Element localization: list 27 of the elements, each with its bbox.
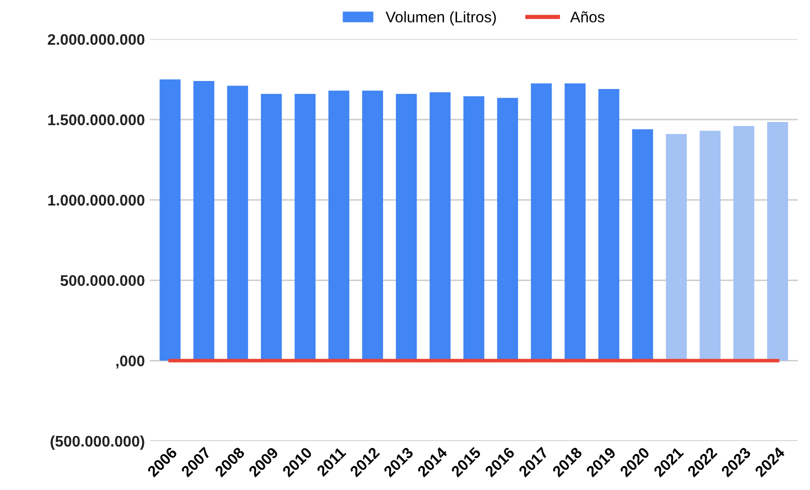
- bar: [497, 98, 518, 361]
- bar: [396, 94, 417, 361]
- bar: [260, 94, 282, 361]
- bar: [632, 129, 654, 361]
- bar: [666, 134, 687, 361]
- legend-label: Volumen (Litros): [386, 11, 496, 26]
- legend-label: Años: [570, 11, 604, 22]
- bar: [767, 122, 788, 361]
- y-tick-label: 500.000.000: [60, 275, 144, 286]
- bar: [430, 92, 451, 361]
- bar: [700, 130, 721, 361]
- bar: [328, 90, 350, 361]
- bar: [598, 89, 620, 361]
- bar: [362, 90, 384, 361]
- bar: [530, 83, 552, 361]
- bar: [160, 79, 181, 361]
- bar: [227, 86, 248, 361]
- bar: [564, 83, 586, 361]
- bar: [733, 126, 754, 361]
- bar: [193, 80, 214, 361]
- y-tick-label: 1.500.000.000: [48, 114, 144, 126]
- bar: [294, 94, 316, 361]
- y-tick-label: ,000: [116, 356, 144, 369]
- bar: [463, 96, 484, 361]
- y-tick-label: 2.000.000.000: [48, 34, 144, 45]
- y-tick-label: (500.000.000): [50, 435, 144, 450]
- y-tick-label: 1.000.000.000: [48, 194, 144, 206]
